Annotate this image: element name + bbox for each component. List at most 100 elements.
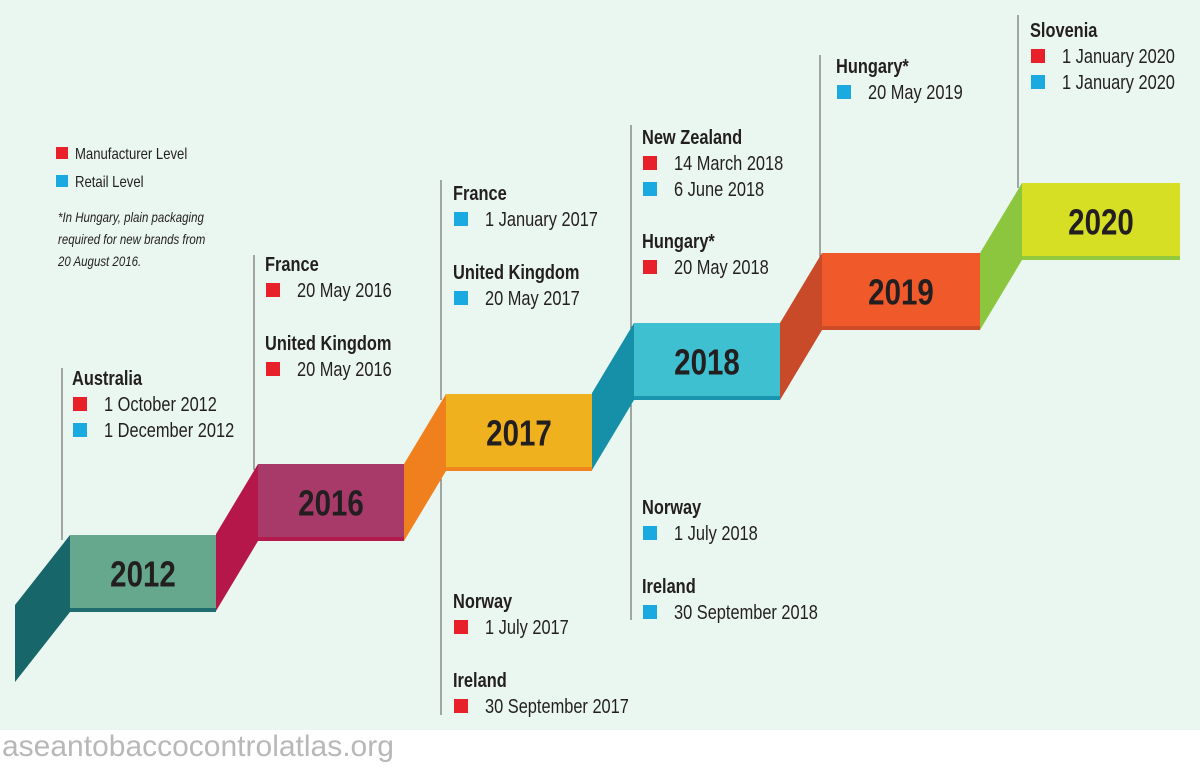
date: 20 May 2016 <box>297 357 392 380</box>
step-edge <box>258 537 404 541</box>
step-side <box>216 464 258 611</box>
step: 2017 <box>404 394 592 541</box>
step-face <box>822 253 980 330</box>
country: Hungary* <box>836 54 910 77</box>
step-edge <box>634 396 780 400</box>
level-marker <box>643 182 657 196</box>
entry: Hungary* 20 May 2019 <box>836 54 963 103</box>
entry: Australia 1 October 2012 1 December 2012 <box>72 366 234 441</box>
step-face <box>446 394 592 471</box>
level-marker <box>454 212 468 226</box>
connector-lines <box>61 15 1019 715</box>
step: 2020 <box>980 183 1180 330</box>
step-year: 2020 <box>1068 202 1134 242</box>
country: Slovenia <box>1030 18 1098 41</box>
legend-swatch <box>56 147 68 159</box>
step-edge <box>1022 256 1180 260</box>
staircase: 2012 2016 2017 2018 2019 2020 <box>15 183 1180 682</box>
step-edge <box>822 326 980 330</box>
level-marker <box>1031 75 1045 89</box>
date: 1 October 2012 <box>104 392 217 415</box>
step-year: 2016 <box>298 483 364 523</box>
level-marker <box>266 362 280 376</box>
entry: Slovenia 1 January 2020 1 January 2020 <box>1030 18 1175 93</box>
entry: New Zealand 14 March 2018 6 June 2018 <box>642 125 783 200</box>
level-marker <box>643 605 657 619</box>
entry: Ireland 30 September 2018 <box>642 574 818 623</box>
entry: Norway 1 July 2018 <box>642 495 758 544</box>
legend-note: *In Hungary, plain packaging <box>58 209 204 225</box>
date: 30 September 2018 <box>674 600 818 623</box>
entry: Norway 1 July 2017 <box>453 589 569 638</box>
level-marker <box>454 291 468 305</box>
footer: aseantobaccocontrolatlas.org <box>2 730 394 763</box>
step-year: 2017 <box>486 413 552 453</box>
level-marker <box>266 283 280 297</box>
legend-note: 20 August 2016. <box>57 253 141 269</box>
level-marker <box>837 85 851 99</box>
entry: United Kingdom 20 May 2016 <box>265 331 392 380</box>
country: Australia <box>72 366 143 389</box>
step-year: 2019 <box>868 272 934 312</box>
step-face <box>634 323 780 400</box>
country: United Kingdom <box>265 331 391 354</box>
legend-note: required for new brands from <box>58 231 206 247</box>
level-marker <box>73 397 87 411</box>
entry: United Kingdom 20 May 2017 <box>453 260 580 309</box>
step-face <box>258 464 404 541</box>
entries: Australia 1 October 2012 1 December 2012 Fr… <box>72 18 1175 717</box>
date: 1 January 2020 <box>1062 70 1175 93</box>
country: Hungary* <box>642 229 716 252</box>
level-marker <box>1031 49 1045 63</box>
level-marker <box>454 699 468 713</box>
legend: Manufacturer Level Retail Level *In Hungar… <box>56 146 206 269</box>
step-year: 2018 <box>674 342 740 382</box>
entry: Ireland 30 September 2017 <box>453 668 629 717</box>
step: 2016 <box>216 464 404 611</box>
level-marker <box>73 423 87 437</box>
date: 30 September 2017 <box>485 694 629 717</box>
date: 1 January 2020 <box>1062 44 1175 67</box>
date: 1 December 2012 <box>104 418 234 441</box>
step-side <box>15 535 70 682</box>
date: 20 May 2019 <box>868 80 963 103</box>
date: 20 May 2016 <box>297 278 392 301</box>
date: 6 June 2018 <box>674 177 764 200</box>
country: France <box>265 252 319 275</box>
level-marker <box>454 620 468 634</box>
level-marker <box>643 156 657 170</box>
date: 1 January 2017 <box>485 207 598 230</box>
country: France <box>453 181 507 204</box>
date: 20 May 2018 <box>674 255 769 278</box>
legend-label: Retail Level <box>75 174 144 191</box>
step-face <box>70 535 216 612</box>
country: Ireland <box>642 574 696 597</box>
background <box>0 0 1200 730</box>
step-side <box>404 394 446 541</box>
step-face <box>1022 183 1180 260</box>
entry: France 20 May 2016 <box>265 252 392 301</box>
legend-label: Manufacturer Level <box>75 146 187 163</box>
entry: Hungary* 20 May 2018 <box>642 229 769 278</box>
step-year: 2012 <box>110 554 176 594</box>
step-edge <box>446 467 592 471</box>
country: New Zealand <box>642 125 742 148</box>
country: Norway <box>453 589 513 612</box>
step: 2019 <box>780 253 980 400</box>
step: 2018 <box>592 323 780 470</box>
step-side <box>780 253 822 400</box>
date: 14 March 2018 <box>674 151 783 174</box>
country: Norway <box>642 495 702 518</box>
country: Ireland <box>453 668 507 691</box>
step: 2012 <box>15 535 216 682</box>
date: 1 July 2018 <box>674 521 758 544</box>
step-side <box>980 183 1022 330</box>
step-edge <box>70 608 216 612</box>
level-marker <box>643 526 657 540</box>
legend-swatch <box>56 175 68 187</box>
step-side <box>592 323 634 470</box>
date: 20 May 2017 <box>485 286 580 309</box>
country: United Kingdom <box>453 260 579 283</box>
